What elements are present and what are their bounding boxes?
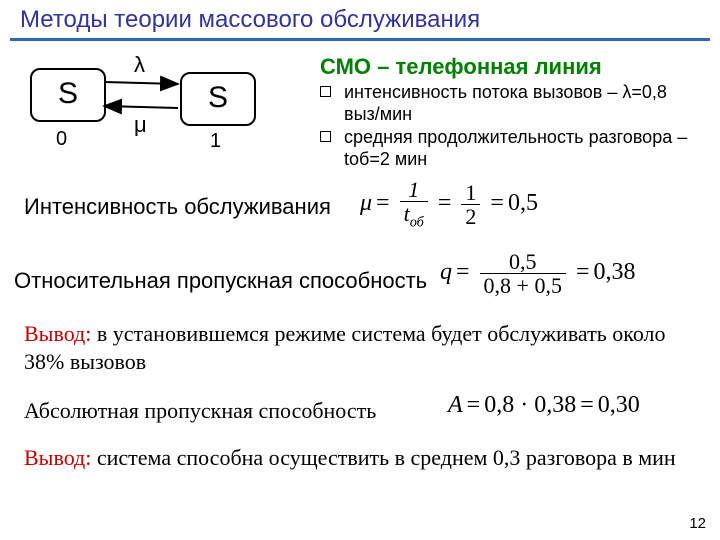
A-formula: A=0,8 · 0,38=0,30 [448, 392, 640, 419]
mu-label: Интенсивность обслуживания [24, 194, 331, 220]
q-frac: 0,5 0,8 + 0,5 [480, 250, 566, 297]
mu-frac2-num: 1 [461, 181, 480, 204]
A-label: Абсолютная пропускная способность [24, 398, 376, 424]
smo-bullets: интенсивность потока вызовов – λ=0,8 выз… [320, 82, 700, 172]
slide: Методы теории массового обслуживания S 0… [0, 0, 720, 540]
A-expr: 0,8 · 0,38 [484, 392, 576, 418]
smo-heading: СМО – телефонная линия [320, 54, 602, 80]
bullet-item: средняя продолжительность разговора – tо… [320, 127, 700, 170]
q-den: 0,8 + 0,5 [480, 273, 566, 297]
q-rhs: 0,38 [594, 259, 636, 285]
edge-label-lambda: λ [134, 52, 145, 78]
mu-frac1-den-sub: об [410, 214, 424, 230]
edge-lambda [104, 82, 178, 84]
q-num: 0,5 [480, 250, 566, 273]
q-label: Относительная пропускная способность [14, 268, 427, 294]
page-number: 12 [689, 515, 706, 532]
mu-frac2: 1 2 [461, 181, 480, 228]
conclusion-2: Вывод: система способна осуществить в ср… [24, 444, 694, 472]
mu-formula: μ= 1 tоб = 1 2 =0,5 [360, 178, 538, 230]
bullet-text-1: средняя продолжительность разговора – tо… [344, 127, 687, 169]
conclusion-1-text: в установившемся режиме система будет об… [24, 321, 666, 374]
mu-lhs: μ [360, 190, 372, 216]
A-rhs: 0,30 [598, 392, 640, 418]
conclusion-1: Вывод: в установившемся режиме система б… [24, 320, 694, 375]
mu-frac1-num: 1 [400, 178, 428, 201]
mu-frac1-den: tоб [400, 201, 428, 230]
bullet-text-0: интенсивность потока вызовов – λ=0,8 выз… [344, 82, 667, 124]
q-lhs: q [440, 259, 452, 285]
conclusion-1-label: Вывод: [24, 321, 91, 346]
edge-mu [104, 106, 178, 108]
A-lhs: A [448, 392, 463, 418]
bullet-item: интенсивность потока вызовов – λ=0,8 выз… [320, 82, 700, 125]
mu-rhs: 0,5 [508, 190, 538, 216]
edge-label-mu: μ [134, 112, 147, 138]
conclusion-2-label: Вывод: [24, 445, 91, 470]
mu-frac1: 1 tоб [400, 178, 428, 230]
q-formula: q= 0,5 0,8 + 0,5 =0,38 [440, 250, 636, 297]
mu-frac2-den: 2 [461, 204, 480, 228]
conclusion-2-text: система способна осуществить в среднем 0… [91, 445, 675, 470]
